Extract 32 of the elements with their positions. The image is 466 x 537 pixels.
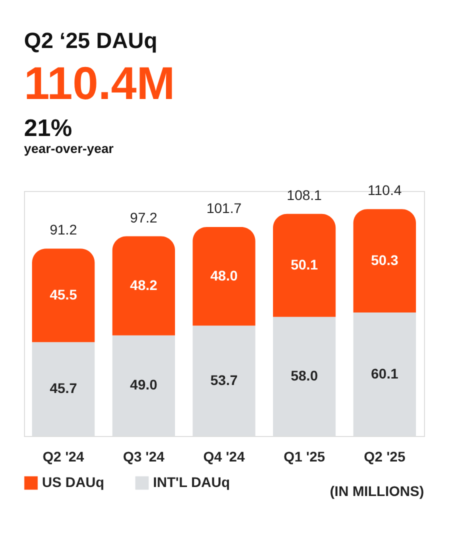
data-label: 45.7 — [50, 380, 78, 396]
data-label: 45.5 — [50, 286, 78, 302]
total-label: 101.7 — [206, 200, 242, 216]
legend-label: INT'L DAUq — [153, 474, 230, 490]
x-tick-label: Q1 '25 — [284, 448, 326, 464]
total-label: 97.2 — [130, 209, 158, 226]
bar — [32, 248, 95, 342]
bar — [192, 227, 256, 326]
text: (IN MILLIONS) — [330, 483, 424, 499]
x-tick-label: Q2 '24 — [42, 448, 84, 464]
bar — [112, 236, 176, 336]
data-label: 49.0 — [130, 376, 158, 393]
legend-label: US DAUq — [42, 474, 104, 490]
data-label: 48.0 — [210, 267, 238, 284]
total-label: 110.4 — [368, 182, 402, 198]
chart-subtitle: 110.4M — [24, 57, 175, 109]
text: year-over-year — [24, 141, 114, 156]
bar — [272, 214, 336, 317]
x-tick-label: Q3 '24 — [122, 448, 165, 464]
chart-title: Q2 ‘25 DAUq — [24, 28, 158, 53]
data-label: 50.1 — [290, 256, 318, 272]
data-label: 58.0 — [290, 367, 318, 384]
data-label: 60.1 — [371, 365, 398, 382]
data-label: 48.2 — [130, 276, 158, 293]
x-tick-label: Q2 '25 — [364, 448, 406, 464]
total-label: 108.1 — [286, 186, 322, 203]
total-label: 91.2 — [50, 222, 78, 238]
x-tick-label: Q4 '24 — [203, 448, 245, 464]
data-label: 53.7 — [210, 372, 238, 388]
text: 21% — [24, 115, 72, 142]
data-label: 50.3 — [371, 252, 398, 268]
bar — [353, 209, 416, 313]
